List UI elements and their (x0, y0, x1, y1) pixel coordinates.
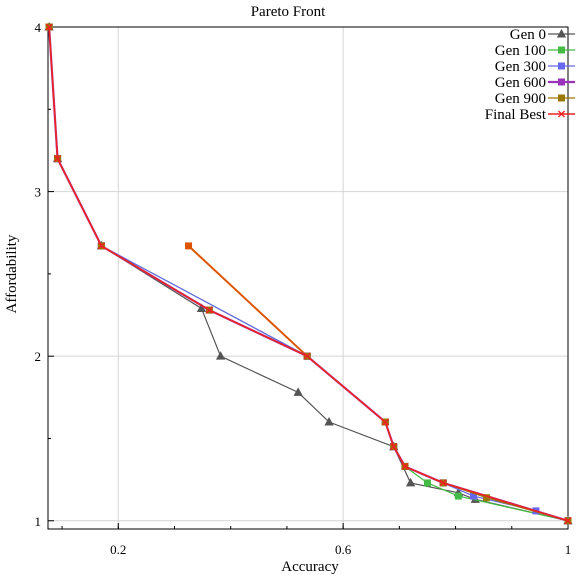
data-point (293, 387, 303, 396)
data-point (401, 462, 409, 470)
legend-swatch-marker (558, 94, 565, 102)
data-point (439, 479, 447, 487)
data-point (405, 477, 416, 487)
data-point (303, 352, 311, 360)
plot-frame (47, 26, 569, 530)
data-point (454, 492, 462, 500)
legend-swatch-marker (558, 46, 565, 54)
legend-swatch-marker (558, 78, 565, 86)
y-tick-label: 4 (35, 20, 42, 35)
x-tick-label: 0.6 (335, 542, 352, 557)
legend-label: Final Best (485, 107, 547, 123)
series-group (44, 21, 573, 525)
data-point (45, 23, 53, 31)
x-tick-label: 0.2 (110, 542, 126, 557)
data-point (215, 351, 226, 360)
data-point (196, 303, 207, 312)
legend-label: Gen 900 (495, 91, 546, 107)
data-point (423, 479, 431, 487)
legend-swatch-marker (558, 110, 565, 118)
series-final-best (45, 23, 572, 525)
legend-label: Gen 300 (495, 59, 546, 75)
extra-segment-line (187, 245, 308, 357)
extra-segment-point (185, 242, 193, 250)
data-point (564, 517, 572, 525)
series-line (48, 26, 569, 522)
x-axis-label: Accuracy (281, 559, 339, 575)
legend-label: Gen 0 (510, 27, 546, 43)
data-point (205, 306, 213, 314)
legend-label: Gen 100 (495, 43, 546, 59)
chart-title: Pareto Front (251, 4, 326, 20)
data-point (390, 443, 398, 451)
data-point (97, 242, 105, 250)
data-point (54, 155, 62, 163)
y-axis-label: Affordability (4, 234, 20, 313)
axis-ticks: 0.2 0.6 1 1 2 3 4 (35, 20, 572, 557)
y-tick-label: 3 (35, 185, 42, 200)
legend-swatch-marker (558, 62, 565, 70)
x-tick-label: 1 (565, 542, 572, 557)
data-point (324, 416, 334, 426)
y-tick-label: 1 (35, 514, 42, 529)
legend-swatch-marker (556, 28, 567, 38)
legend-label: Gen 600 (495, 75, 546, 91)
y-tick-label: 2 (35, 349, 42, 364)
data-point (381, 418, 389, 426)
